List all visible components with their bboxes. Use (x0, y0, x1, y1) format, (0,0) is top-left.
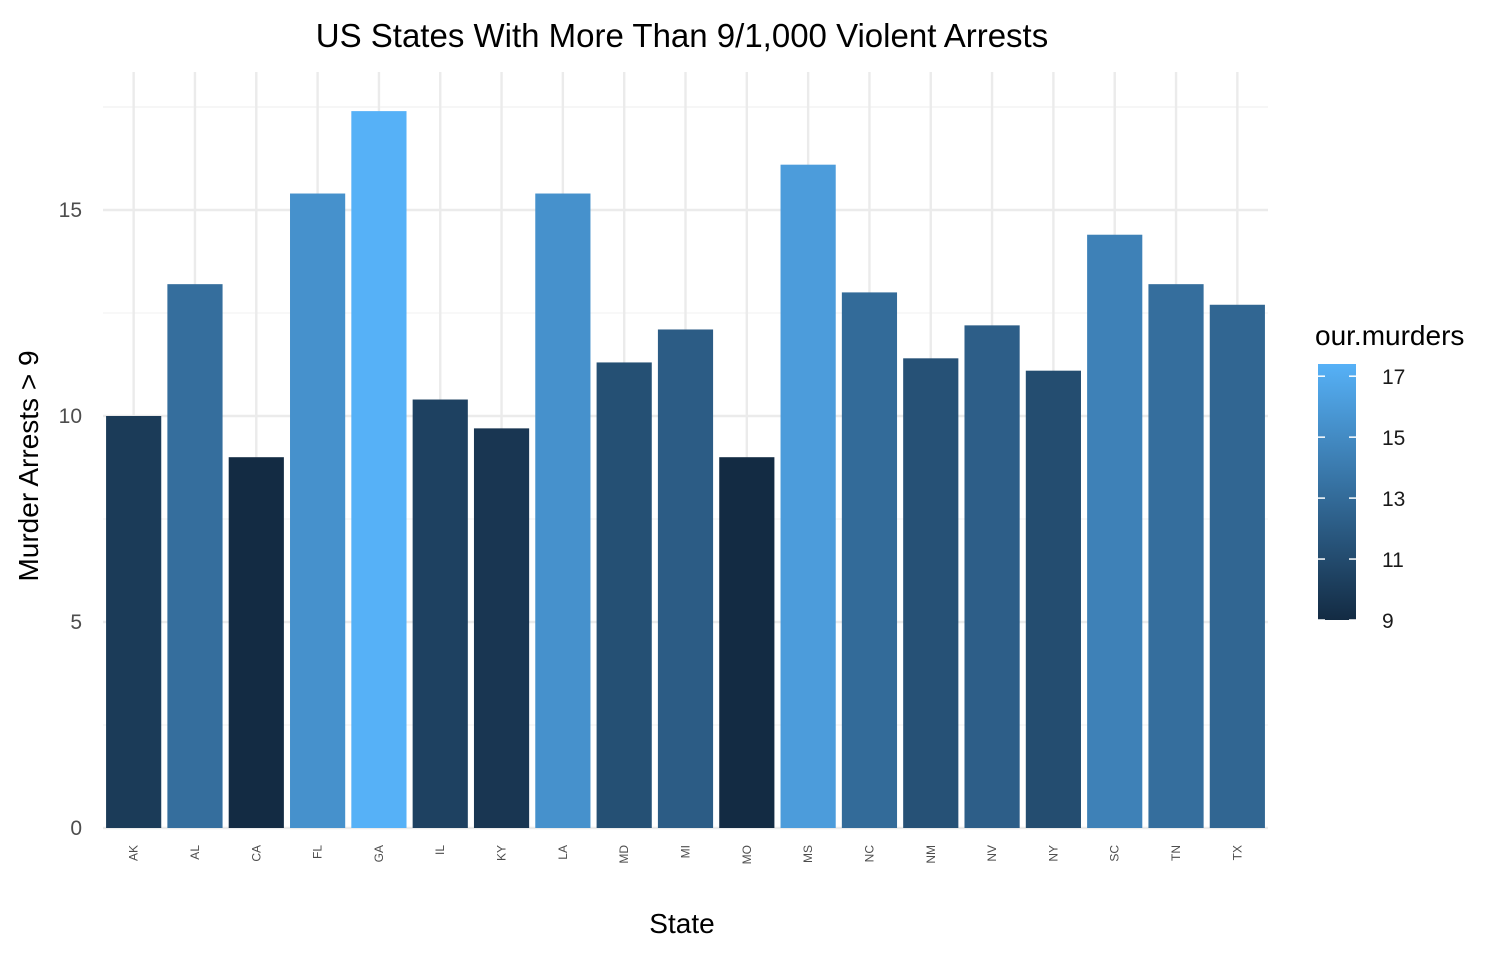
bar-tn (1148, 284, 1204, 828)
x-tick-label: FL (311, 845, 325, 859)
legend: our.murders 9 11 13 15 17 (1315, 320, 1464, 633)
legend-title: our.murders (1315, 320, 1464, 351)
legend-tick-label: 13 (1382, 488, 1405, 511)
x-axis-ticks: AK AL CA FL GA IL KY LA MD MI MO MS NC NM NV NY SC TN TX (127, 845, 1245, 865)
bar-ny (1025, 370, 1081, 828)
legend-ticks: 9 11 13 15 17 (1318, 366, 1405, 633)
x-axis-title: State (649, 908, 714, 939)
bar-al (167, 284, 223, 828)
x-tick-label: AL (188, 845, 202, 860)
x-tick-label: TN (1169, 845, 1183, 861)
x-tick-label: TX (1230, 845, 1244, 860)
bar-ms (780, 164, 836, 828)
x-tick-label: NV (985, 845, 999, 862)
bar-sc (1087, 234, 1143, 829)
x-tick-label: MI (679, 845, 693, 858)
y-axis-ticks: 0 5 10 15 (59, 199, 82, 840)
x-tick-label: NM (924, 845, 938, 864)
bar-md (596, 362, 652, 828)
x-tick-label: CA (249, 845, 263, 862)
x-tick-label: IL (433, 845, 447, 855)
x-tick-label: GA (372, 845, 386, 862)
legend-tick-label: 15 (1382, 427, 1405, 450)
bars (106, 111, 1265, 829)
legend-colorbar (1318, 364, 1356, 620)
y-tick-label: 15 (59, 199, 82, 222)
x-tick-label: NC (862, 845, 876, 863)
x-tick-label: MS (801, 845, 815, 863)
bar-tx (1209, 304, 1265, 828)
bar-mo (719, 457, 775, 828)
legend-tick-label: 9 (1382, 610, 1394, 633)
bar-fl (290, 193, 346, 828)
x-tick-label: SC (1108, 845, 1122, 862)
bar-il (412, 399, 468, 828)
legend-tick-label: 17 (1382, 366, 1405, 389)
x-tick-label: AK (127, 845, 141, 861)
y-axis-title: Murder Arrests > 9 (13, 350, 44, 581)
bar-ak (106, 416, 162, 828)
bar-nc (841, 292, 898, 828)
bar-ky (473, 428, 530, 828)
bar-nv (964, 325, 1020, 828)
bar-mi (657, 329, 714, 828)
legend-tick-label: 11 (1382, 549, 1404, 572)
y-tick-label: 0 (70, 817, 82, 840)
bar-la (535, 193, 591, 828)
y-tick-label: 5 (70, 611, 82, 634)
y-tick-label: 10 (59, 405, 82, 428)
x-tick-label: NY (1046, 845, 1060, 862)
x-tick-label: KY (495, 845, 509, 861)
bar-ga (351, 111, 407, 829)
x-tick-label: MO (740, 845, 754, 864)
chart-title: US States With More Than 9/1,000 Violent… (316, 17, 1048, 54)
bar-nm (903, 358, 959, 828)
x-tick-label: LA (556, 845, 570, 860)
bar-ca (228, 457, 284, 828)
x-tick-label: MD (617, 845, 631, 864)
